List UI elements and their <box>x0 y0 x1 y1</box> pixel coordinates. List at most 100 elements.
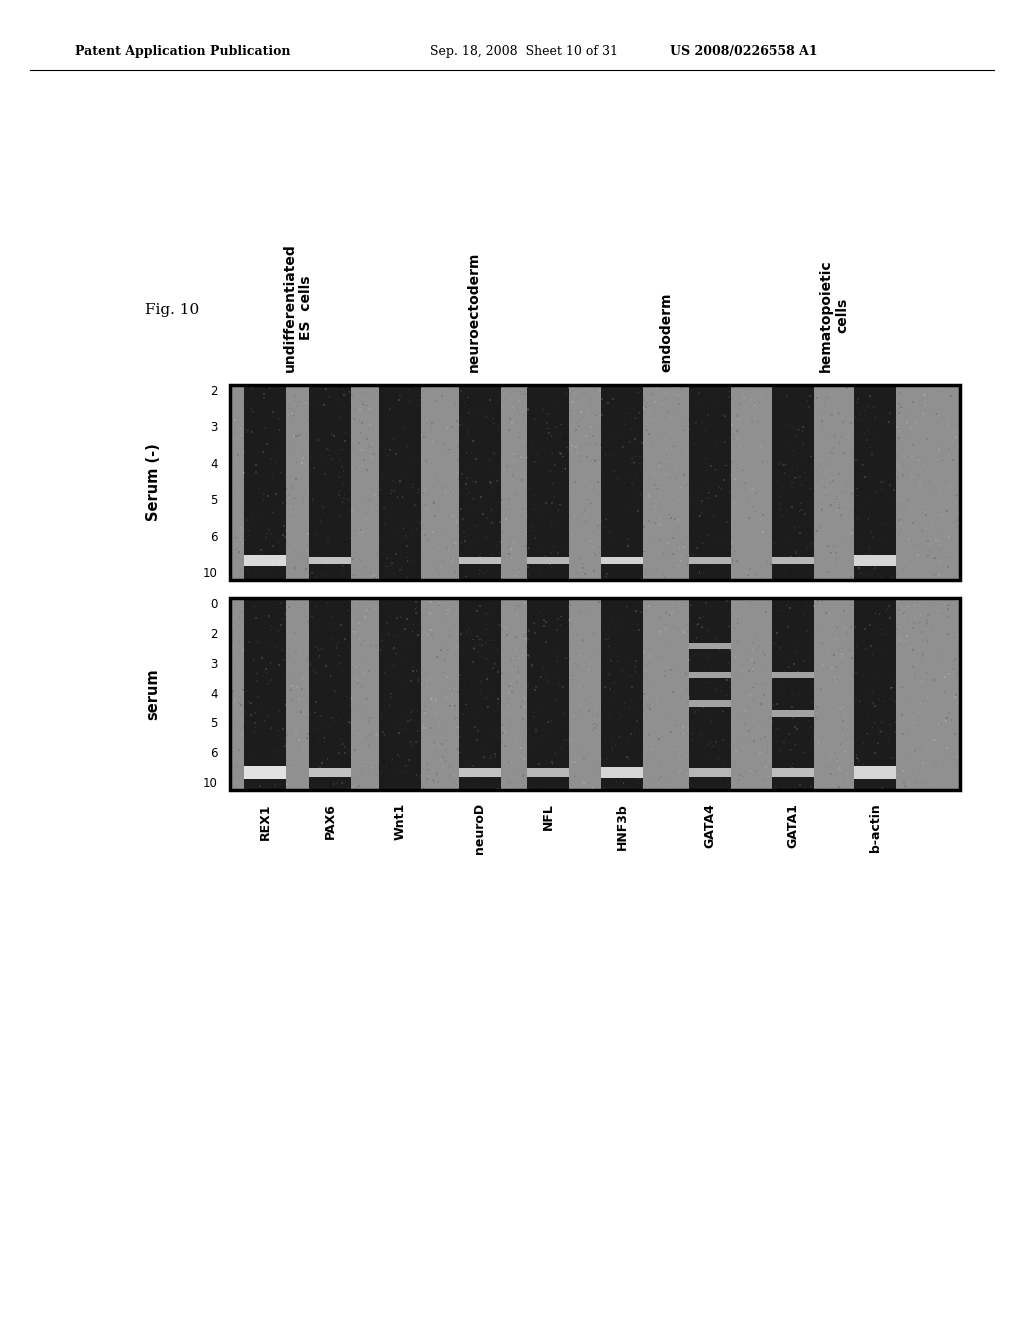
Bar <box>443 569 445 572</box>
Bar <box>725 498 727 499</box>
Bar <box>751 470 752 473</box>
Bar <box>559 451 561 454</box>
Bar <box>754 663 755 664</box>
Bar <box>827 636 828 638</box>
Bar <box>916 725 918 726</box>
Bar <box>850 532 852 535</box>
Bar <box>671 449 672 450</box>
Bar <box>582 564 583 565</box>
Bar <box>720 491 722 492</box>
Bar <box>898 403 900 405</box>
Bar <box>733 684 735 685</box>
Bar <box>870 696 872 697</box>
Bar <box>593 760 595 763</box>
Bar <box>690 500 691 502</box>
Bar <box>416 411 417 412</box>
Bar <box>392 694 394 697</box>
Bar <box>939 544 940 545</box>
Bar <box>567 409 569 411</box>
Bar <box>457 446 459 447</box>
Bar <box>821 495 823 496</box>
Bar <box>582 607 584 609</box>
Bar <box>556 660 558 663</box>
Bar <box>594 718 596 719</box>
Bar <box>620 557 622 560</box>
Bar <box>907 455 909 457</box>
Bar <box>879 428 881 429</box>
Bar <box>731 433 733 436</box>
Bar <box>675 465 677 467</box>
Bar <box>601 414 602 416</box>
Bar <box>802 396 803 397</box>
Bar <box>803 690 805 692</box>
Bar <box>635 743 637 744</box>
Bar <box>472 499 474 500</box>
Bar <box>725 465 727 466</box>
Bar <box>231 647 232 648</box>
Bar <box>950 719 951 721</box>
Bar <box>475 525 477 527</box>
Bar <box>517 669 519 672</box>
Bar <box>406 645 408 647</box>
Bar <box>724 512 725 513</box>
Bar <box>341 492 342 494</box>
Bar <box>477 652 478 653</box>
Bar <box>790 420 792 421</box>
Bar <box>442 766 444 767</box>
Bar <box>676 383 678 385</box>
Bar <box>893 474 895 475</box>
Bar <box>535 731 537 733</box>
Bar <box>585 628 587 630</box>
Bar <box>776 673 777 675</box>
Bar <box>581 385 583 387</box>
Bar <box>759 541 761 544</box>
Bar <box>293 787 294 788</box>
Bar <box>713 626 715 627</box>
Bar <box>888 741 890 742</box>
Bar <box>270 458 272 459</box>
Bar <box>953 573 954 576</box>
Bar <box>330 696 331 697</box>
Bar <box>885 636 887 638</box>
Bar <box>958 465 961 466</box>
Bar <box>441 725 443 726</box>
Bar <box>384 507 385 508</box>
Bar <box>951 525 953 527</box>
Bar <box>244 598 286 789</box>
Bar <box>333 783 335 785</box>
Bar <box>399 657 401 659</box>
Bar <box>490 524 492 525</box>
Bar <box>743 723 745 726</box>
Bar <box>613 470 614 471</box>
Bar <box>338 752 340 754</box>
Bar <box>391 562 393 564</box>
Bar <box>389 449 390 451</box>
Bar <box>593 436 594 437</box>
Bar <box>706 409 707 411</box>
Bar <box>791 556 792 558</box>
Bar <box>310 689 311 690</box>
Bar <box>625 409 627 411</box>
Bar <box>420 689 422 690</box>
Bar <box>758 727 759 729</box>
Bar <box>371 455 373 458</box>
Bar <box>795 743 796 746</box>
Bar <box>305 403 306 404</box>
Bar <box>750 715 752 718</box>
Bar <box>936 459 938 461</box>
Bar <box>312 557 314 558</box>
Bar <box>516 614 518 616</box>
Bar <box>688 697 690 700</box>
Bar <box>907 499 909 500</box>
Bar <box>255 713 256 714</box>
Bar <box>388 565 390 568</box>
Bar <box>708 491 710 494</box>
Bar <box>621 669 623 672</box>
Bar <box>268 615 270 616</box>
Bar <box>445 647 447 648</box>
Bar <box>620 655 622 656</box>
Bar <box>950 383 952 385</box>
Bar <box>398 399 400 400</box>
Bar <box>432 531 434 533</box>
Bar <box>263 397 265 399</box>
